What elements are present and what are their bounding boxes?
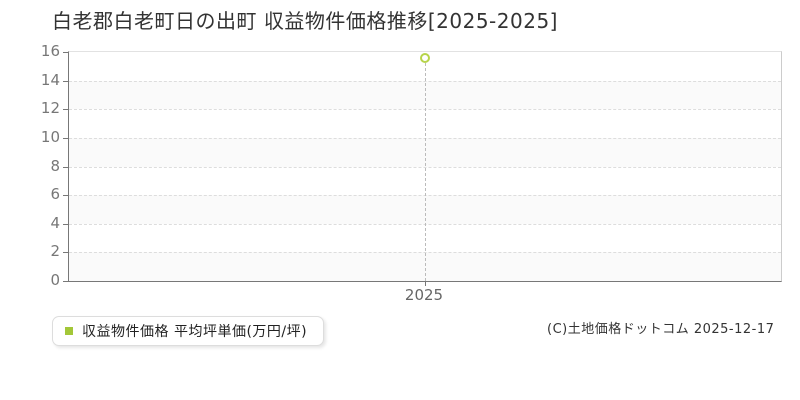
y-tick-label-8: 8 bbox=[50, 156, 60, 175]
legend-series-label: 収益物件価格 平均坪単価(万円/坪) bbox=[82, 324, 308, 340]
y-tick-0 bbox=[63, 281, 68, 282]
y-tick-label-0: 0 bbox=[50, 271, 60, 289]
y-tick-10 bbox=[63, 137, 68, 139]
y-tick-label-6: 6 bbox=[50, 185, 60, 204]
y-tick-2 bbox=[63, 252, 68, 254]
y-tick-14 bbox=[63, 80, 68, 82]
legend: 収益物件価格 平均坪単価(万円/坪) bbox=[52, 316, 325, 346]
y-tick-label-4: 4 bbox=[50, 213, 60, 232]
y-tick-6 bbox=[63, 195, 68, 197]
y-tick-label-14: 14 bbox=[40, 70, 60, 89]
plot-area bbox=[63, 51, 782, 286]
data-point-2025[interactable] bbox=[420, 52, 430, 63]
copyright-text: (C)土地価格ドットコム 2025-12-17 bbox=[547, 322, 775, 337]
y-tick-4 bbox=[63, 223, 68, 225]
y-tick-12 bbox=[63, 109, 68, 111]
y-tick-label-16: 16 bbox=[40, 42, 60, 60]
y-tick-16 bbox=[63, 52, 68, 53]
y-tick-label-10: 10 bbox=[40, 127, 60, 146]
crosshair-line-2025 bbox=[425, 62, 426, 281]
y-tick-8 bbox=[63, 166, 68, 168]
legend-series-marker-icon bbox=[65, 327, 73, 335]
x-tick-2025 bbox=[425, 281, 426, 286]
x-tick-label-2025: 2025 bbox=[404, 286, 444, 304]
y-tick-label-2: 2 bbox=[50, 242, 60, 261]
y-tick-label-12: 12 bbox=[40, 99, 60, 118]
chart-title: 白老郡白老町日の出町 収益物件価格推移[2025-2025] bbox=[52, 9, 558, 33]
